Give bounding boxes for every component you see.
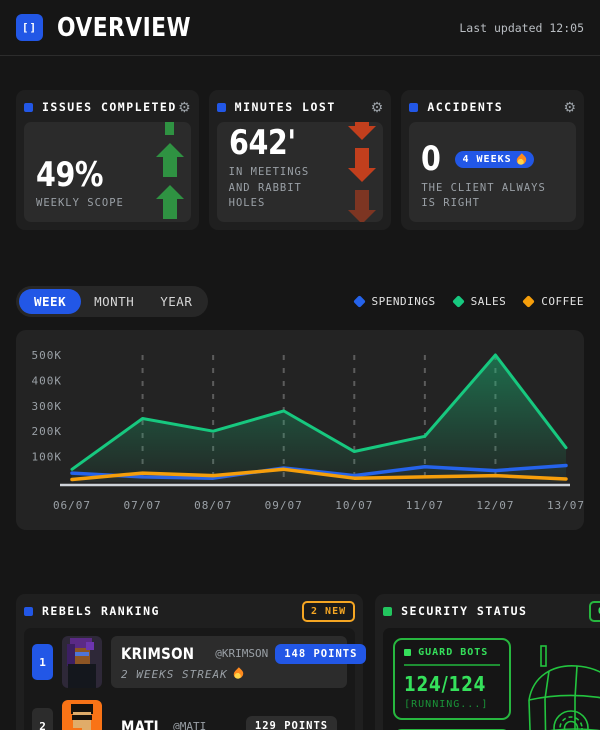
trend-up-arrows-icon xyxy=(155,122,185,222)
flame-icon xyxy=(514,152,528,167)
rank-number: 2 xyxy=(32,708,53,730)
card-title: ISSUES COMPLETED xyxy=(42,100,177,114)
diamond-icon xyxy=(352,294,366,308)
sales-area xyxy=(72,355,566,482)
last-updated-text: Last updated 12:05 xyxy=(459,20,584,35)
security-panel: GUARD BOTS 124/124 [RUNNING...] xyxy=(383,628,600,730)
coffee-line xyxy=(70,467,568,482)
guard-running-status: [RUNNING...] xyxy=(404,699,489,710)
x-tick-label: 06/07 xyxy=(53,499,91,512)
stat-label: IN MEETINGS AND RABBIT HOLES xyxy=(228,165,310,210)
card-bullet-icon xyxy=(383,606,393,616)
user-name: KRIMSON xyxy=(121,644,195,663)
flame-icon xyxy=(231,667,245,681)
time-range-tabs: WEEK MONTH YEAR xyxy=(16,285,209,317)
stat-label: THE CLIENT ALWAYS IS RIGHT xyxy=(421,181,546,210)
security-status-card: SECURITY STATUS ONLINE GUARD BOTS 124/12… xyxy=(375,594,600,730)
card-bullet-icon xyxy=(24,606,33,616)
ranking-list: 1 KRIMSON xyxy=(24,628,367,730)
stat-panel: 642' IN MEETINGS AND RABBIT HOLES xyxy=(216,122,384,222)
user-handle: @MATI xyxy=(173,719,207,730)
online-status-badge: ONLINE xyxy=(589,600,600,622)
ranking-row-1[interactable]: 1 KRIMSON xyxy=(32,636,367,688)
streak-weeks-badge: 4 WEEKS xyxy=(454,151,534,169)
x-tick-label: 09/07 xyxy=(265,499,303,512)
tab-week[interactable]: WEEK xyxy=(19,288,82,314)
trend-down-arrows-icon xyxy=(347,122,377,222)
card-bullet-icon xyxy=(24,102,33,112)
user-handle: @KRIMSON xyxy=(215,647,269,660)
card-issues-completed: ISSUES COMPLETED ⚙ 49% WEEKLY SCOPE xyxy=(16,90,199,230)
avatar xyxy=(62,700,102,730)
legend-sales: SALES xyxy=(451,294,507,308)
tab-year[interactable]: YEAR xyxy=(147,289,205,314)
legend-spendings: SPENDINGS xyxy=(352,294,436,308)
stat-cards-row: ISSUES COMPLETED ⚙ 49% WEEKLY SCOPE MINU… xyxy=(16,90,584,230)
x-tick-label: 08/07 xyxy=(194,499,232,512)
sales-line xyxy=(70,353,568,471)
app-header: [] OVERVIEW Last updated 12:05 xyxy=(0,0,600,56)
y-tick-label: 200K xyxy=(32,425,63,438)
y-tick-label: 400K xyxy=(32,374,63,387)
card-bullet-icon xyxy=(216,102,226,112)
user-name: MATI xyxy=(121,716,159,730)
gear-icon[interactable]: ⚙ xyxy=(370,99,384,115)
robot-wireframe-icon xyxy=(519,638,600,730)
x-tick-label: 12/07 xyxy=(476,499,514,512)
ranking-row-2[interactable]: 2 MATI @MA xyxy=(32,700,347,730)
y-tick-label: 100K xyxy=(32,451,63,464)
card-bullet-icon xyxy=(409,102,419,112)
x-tick-label: 07/07 xyxy=(124,499,162,512)
card-title: SECURITY STATUS xyxy=(401,604,528,618)
card-accidents: ACCIDENTS ⚙ 0 4 WEEKS THE CLIENT ALWAYS … xyxy=(401,90,584,230)
card-minutes-lost: MINUTES LOST ⚙ 642' IN MEETINGS AND RABB… xyxy=(208,90,392,230)
gear-icon[interactable]: ⚙ xyxy=(563,99,576,115)
points-badge: 129 POINTS xyxy=(245,716,338,730)
avatar xyxy=(62,636,102,688)
new-count-badge: 2 NEW xyxy=(302,600,356,622)
diamond-icon xyxy=(522,294,536,308)
area-chart: 100K 200K 300K 400K 500K 06/07 07/07 08/07 09/07… xyxy=(16,330,584,530)
card-title: MINUTES LOST xyxy=(234,100,336,114)
chart-legend: SPENDINGS SALES COFFEE xyxy=(352,294,584,308)
rank-number: 1 xyxy=(32,644,53,680)
y-tick-label: 300K xyxy=(32,400,63,413)
tab-month[interactable]: MONTH xyxy=(81,289,147,314)
page-title: OVERVIEW xyxy=(57,12,192,43)
points-badge: 148 POINTS xyxy=(275,643,367,664)
x-tick-label: 11/07 xyxy=(406,499,444,512)
stat-value: 49% xyxy=(36,154,104,195)
app-logo-icon: [] xyxy=(16,14,43,41)
rebels-ranking-card: REBELS RANKING 2 NEW 1 xyxy=(16,594,367,730)
stat-value: 642' xyxy=(228,123,296,164)
x-tick-label: 13/07 xyxy=(547,499,584,512)
card-title: ACCIDENTS xyxy=(427,100,504,114)
chart-canvas: 100K 200K 300K 400K 500K 06/07 07/07 08/07 09/07… xyxy=(32,349,585,512)
stat-label: WEEKLY SCOPE xyxy=(36,197,124,210)
streak-text: 2 WEEKS STREAK xyxy=(121,667,337,681)
x-tick-label: 10/07 xyxy=(335,499,373,512)
gear-icon[interactable]: ⚙ xyxy=(178,99,191,115)
stat-panel: 0 4 WEEKS THE CLIENT ALWAYS IS RIGHT xyxy=(409,122,576,222)
diamond-icon xyxy=(451,294,465,308)
stat-value: 0 xyxy=(421,138,441,179)
y-tick-label: 500K xyxy=(32,349,63,362)
guard-count: 124/124 xyxy=(404,672,487,696)
guard-bullet-icon xyxy=(404,649,412,656)
coffee-area xyxy=(72,469,566,482)
stat-panel: 49% WEEKLY SCOPE xyxy=(24,122,191,222)
card-title: REBELS RANKING xyxy=(42,604,160,618)
guard-title: GUARD BOTS xyxy=(418,647,489,658)
legend-coffee: COFFEE xyxy=(522,294,584,308)
guard-bots-box: GUARD BOTS 124/124 [RUNNING...] xyxy=(393,638,512,720)
